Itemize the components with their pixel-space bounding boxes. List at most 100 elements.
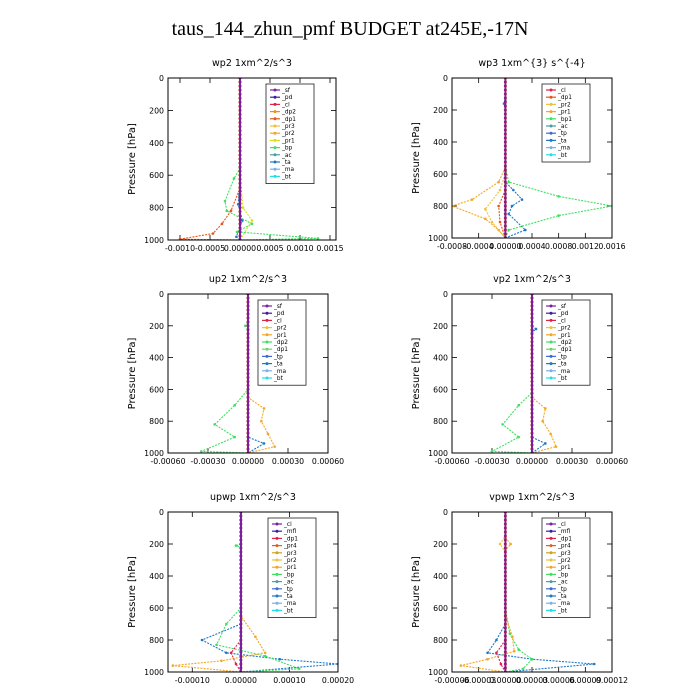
legend-label: _dp2 [281, 110, 296, 116]
legend-label: _dp2 [273, 340, 288, 346]
x-tick-label: 0.00060 [312, 457, 344, 466]
data-point [266, 432, 270, 436]
legend-marker [549, 544, 553, 548]
legend-marker [549, 601, 553, 605]
legend-marker [275, 594, 279, 598]
data-point [490, 220, 494, 224]
data-point [509, 542, 512, 546]
x-tick-label: 0.00020 [322, 676, 354, 685]
legend-marker [265, 369, 269, 373]
legend-label: _ma [557, 601, 571, 607]
chart-panel-5: upwp 1xm^2/s^3 Pressure [hPa] 0 200 400 600 80… [127, 492, 354, 685]
data-point [263, 651, 267, 655]
legend-marker [549, 88, 553, 92]
data-point [223, 199, 227, 203]
legend-marker [549, 572, 553, 576]
legend-label: _pr2 [281, 131, 295, 137]
data-point [498, 542, 502, 546]
data-point [200, 450, 203, 453]
data-point [241, 219, 244, 222]
data-point [498, 188, 502, 192]
legend-marker [265, 340, 269, 344]
legend-label: _dp1 [557, 347, 572, 353]
data-point [495, 651, 498, 655]
legend-marker [549, 131, 553, 135]
chart-panel-3: up2 1xm^2/s^3 Pressure [hPa] 0 200 400 600 800… [127, 274, 344, 466]
legend-marker [273, 167, 277, 171]
data-point [486, 651, 489, 655]
x-tick-label: -0.00030 [190, 457, 225, 466]
legend-label: _bp [283, 572, 295, 578]
data-point [557, 195, 560, 198]
legend-label: _pr2 [283, 558, 297, 564]
data-point [507, 180, 510, 184]
data-point [215, 643, 218, 647]
y-tick-label: 800 [149, 204, 164, 213]
legend-marker [273, 131, 277, 135]
legend-label: _bt [557, 608, 568, 614]
y-tick-label: 600 [433, 170, 448, 179]
y-tick-label: 600 [433, 604, 448, 613]
data-point [517, 435, 520, 439]
legend-label: _ac [557, 124, 568, 130]
legend-label: _ta [281, 160, 291, 166]
legend-label: _tp [273, 354, 283, 360]
series-group [489, 294, 558, 453]
legend: _sf_pd_cl _dp2_dp1_pr3_pr2_pr1 _bp_ac_ta_m… [265, 83, 315, 184]
y-tick-label: 600 [433, 385, 448, 394]
series-line-dp1 [179, 78, 241, 240]
x-tick-label: 0.00000 [232, 457, 264, 466]
legend-marker [275, 536, 279, 540]
series-line-bp [215, 512, 300, 672]
y-tick-label: 0 [159, 290, 164, 299]
data-point [490, 450, 494, 453]
legend-marker [273, 174, 277, 178]
legend-label: _pr1 [557, 565, 571, 571]
x-tick-label: -0.00006 [434, 676, 469, 685]
plot-frame [451, 293, 613, 454]
data-point [524, 228, 527, 232]
legend-marker [549, 304, 553, 308]
legend-label: _ma [557, 369, 571, 375]
legend-marker [549, 318, 553, 322]
data-point [512, 188, 515, 192]
data-point [497, 204, 500, 208]
series-line-pr1 [239, 78, 253, 240]
data-point [232, 177, 236, 180]
data-point [517, 648, 520, 651]
series-group [459, 512, 596, 672]
data-point [520, 198, 524, 201]
legend-marker [549, 124, 553, 128]
x-tick-label: 0.0010 [286, 244, 313, 253]
legend-label: _ac [283, 580, 294, 586]
legend-marker [549, 594, 553, 598]
legend-label: _bt [281, 174, 292, 180]
data-point [254, 635, 257, 639]
legend-label: _cl [281, 102, 290, 108]
data-point [220, 659, 223, 663]
legend-label: _tp [557, 354, 567, 360]
data-point [512, 649, 516, 653]
series-line-ta [503, 78, 527, 238]
legend-marker [549, 102, 553, 106]
y-tick-label: 800 [149, 636, 164, 645]
legend-marker [265, 304, 269, 308]
data-point [178, 237, 182, 240]
data-point [250, 219, 254, 222]
series-line-pr1 [172, 512, 266, 672]
data-point [220, 222, 224, 226]
series-line-dp2 [489, 294, 533, 453]
y-tick-label: 800 [433, 636, 448, 645]
x-tick-label: -0.00060 [150, 457, 185, 466]
x-tick-label: 0.00006 [543, 676, 575, 685]
y-tick-label: 0 [443, 508, 448, 517]
legend-marker [273, 110, 277, 114]
legend-marker [549, 369, 553, 373]
legend-marker [549, 333, 553, 337]
legend-label: _bp1 [557, 117, 572, 123]
data-point [510, 204, 514, 208]
legend-marker [265, 376, 269, 380]
data-point [273, 445, 276, 448]
legend-marker [265, 362, 269, 366]
x-tick-label: 0.00000 [516, 457, 548, 466]
